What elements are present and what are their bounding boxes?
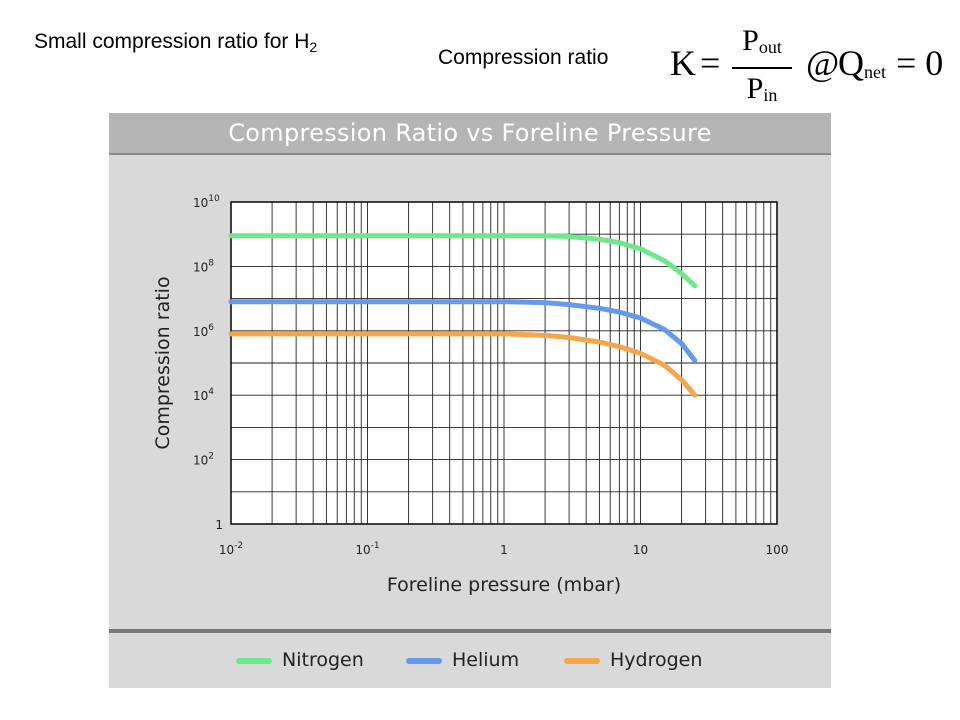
formula-fraction-bar bbox=[732, 67, 792, 69]
formula-in-subscript: in bbox=[763, 85, 778, 105]
compression-ratio-chart: 10-2 10-1 1 10 100 1 102 104 106 108 1010 Foreline … bbox=[152, 194, 789, 596]
chart-header: Compression Ratio vs Foreline Pressure bbox=[109, 113, 831, 155]
legend-label: Nitrogen bbox=[282, 649, 364, 671]
x-tick-label: 100 bbox=[766, 543, 789, 557]
compression-ratio-formula: K = Pout Pin @ Qnet = 0 bbox=[664, 22, 954, 106]
x-tick-label: 10 bbox=[633, 543, 648, 557]
formula-denominator: Pin bbox=[732, 70, 792, 114]
legend-divider bbox=[109, 629, 831, 633]
formula-numerator: Pout bbox=[732, 22, 792, 66]
formula-p-out: P bbox=[742, 24, 759, 57]
formula-out-subscript: out bbox=[758, 37, 782, 57]
formula-q-net: Qnet bbox=[838, 42, 886, 84]
y-axis-label: Compression ratio bbox=[152, 276, 174, 449]
series-line-nitrogen bbox=[228, 233, 698, 289]
y-tick-label: 102 bbox=[193, 452, 214, 468]
formula-label: Compression ratio bbox=[438, 46, 609, 69]
x-tick-label: 10-1 bbox=[355, 541, 379, 557]
y-tick-label: 108 bbox=[193, 258, 214, 274]
y-tick-label: 106 bbox=[193, 323, 214, 339]
formula-equals-zero: = 0 bbox=[896, 43, 944, 83]
chart-legend: Nitrogen Helium Hydrogen bbox=[109, 649, 831, 673]
legend-swatch bbox=[406, 658, 442, 664]
legend-swatch bbox=[564, 658, 600, 664]
chart-panel: Compression Ratio vs Foreline Pressure 1… bbox=[109, 113, 831, 688]
formula-fraction: Pout Pin bbox=[732, 22, 792, 114]
chart-grid bbox=[230, 201, 777, 525]
formula-q: Q bbox=[838, 43, 864, 83]
formula-equals: = bbox=[700, 43, 721, 83]
y-tick-label: 1 bbox=[215, 518, 223, 532]
y-tick-label: 1010 bbox=[193, 194, 220, 210]
plot-frame bbox=[230, 201, 778, 525]
slide-title: Small compression ratio for H2 bbox=[34, 30, 317, 55]
chart-title: Compression Ratio vs Foreline Pressure bbox=[228, 119, 712, 147]
x-tick-label: 1 bbox=[500, 543, 508, 557]
x-tick-label: 10-2 bbox=[219, 541, 243, 557]
x-axis-label: Foreline pressure (mbar) bbox=[387, 574, 621, 596]
legend-label: Hydrogen bbox=[610, 649, 703, 671]
series-line-hydrogen bbox=[228, 331, 698, 398]
series-line-helium bbox=[228, 299, 698, 363]
formula-net-subscript: net bbox=[864, 62, 886, 82]
formula-k: K bbox=[670, 43, 696, 83]
formula-p-in: P bbox=[746, 72, 764, 105]
slide-title-subscript: 2 bbox=[309, 39, 318, 55]
formula-at: @ bbox=[806, 43, 840, 83]
y-tick-label: 104 bbox=[193, 387, 214, 403]
legend-label: Helium bbox=[452, 649, 520, 671]
slide-title-text: Small compression ratio for H bbox=[34, 30, 310, 53]
legend-swatch bbox=[236, 658, 272, 664]
